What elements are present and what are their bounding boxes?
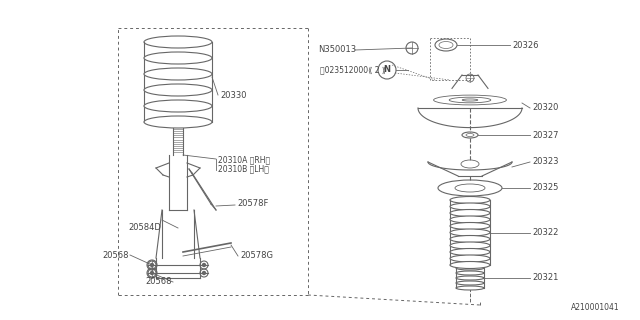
Ellipse shape xyxy=(456,286,484,290)
Ellipse shape xyxy=(144,52,212,64)
Ellipse shape xyxy=(450,210,490,217)
Text: 20320: 20320 xyxy=(532,103,558,113)
Ellipse shape xyxy=(450,249,490,255)
Ellipse shape xyxy=(456,276,484,280)
Text: 20578G: 20578G xyxy=(240,251,273,260)
Ellipse shape xyxy=(438,180,502,196)
Text: 20578F: 20578F xyxy=(237,199,268,209)
Text: 20322: 20322 xyxy=(532,228,558,237)
Ellipse shape xyxy=(144,100,212,112)
Text: N: N xyxy=(383,66,390,75)
Text: A210001041: A210001041 xyxy=(572,303,620,312)
Ellipse shape xyxy=(456,281,484,285)
Ellipse shape xyxy=(455,184,485,192)
Ellipse shape xyxy=(450,216,490,223)
Text: 20327: 20327 xyxy=(532,131,559,140)
Text: 20568: 20568 xyxy=(102,251,129,260)
Ellipse shape xyxy=(450,242,490,249)
Ellipse shape xyxy=(450,222,490,229)
Ellipse shape xyxy=(462,132,478,138)
Text: N350013: N350013 xyxy=(318,45,356,54)
Ellipse shape xyxy=(450,261,490,268)
Ellipse shape xyxy=(450,203,490,210)
Text: ⓝ023512000⟪ 2 ⟫: ⓝ023512000⟪ 2 ⟫ xyxy=(320,66,386,75)
Ellipse shape xyxy=(435,39,457,51)
Text: 20310B 〈LH〉: 20310B 〈LH〉 xyxy=(218,164,269,173)
Text: 20326: 20326 xyxy=(512,41,538,50)
Text: 20310A 〈RH〉: 20310A 〈RH〉 xyxy=(218,156,270,164)
Circle shape xyxy=(150,263,154,267)
Ellipse shape xyxy=(450,236,490,243)
Ellipse shape xyxy=(144,116,212,128)
Text: 20321: 20321 xyxy=(532,274,558,283)
Ellipse shape xyxy=(144,68,212,80)
Circle shape xyxy=(202,271,205,275)
Ellipse shape xyxy=(456,266,484,270)
Text: 20325: 20325 xyxy=(532,183,558,193)
Text: 20584D: 20584D xyxy=(128,223,161,233)
Text: 20568: 20568 xyxy=(145,277,172,286)
Circle shape xyxy=(202,263,205,267)
Ellipse shape xyxy=(450,229,490,236)
Text: 20330: 20330 xyxy=(220,91,246,100)
Ellipse shape xyxy=(456,271,484,275)
Circle shape xyxy=(150,271,154,275)
Text: 20323: 20323 xyxy=(532,157,559,166)
Ellipse shape xyxy=(450,196,490,204)
Ellipse shape xyxy=(450,255,490,262)
Ellipse shape xyxy=(144,84,212,96)
